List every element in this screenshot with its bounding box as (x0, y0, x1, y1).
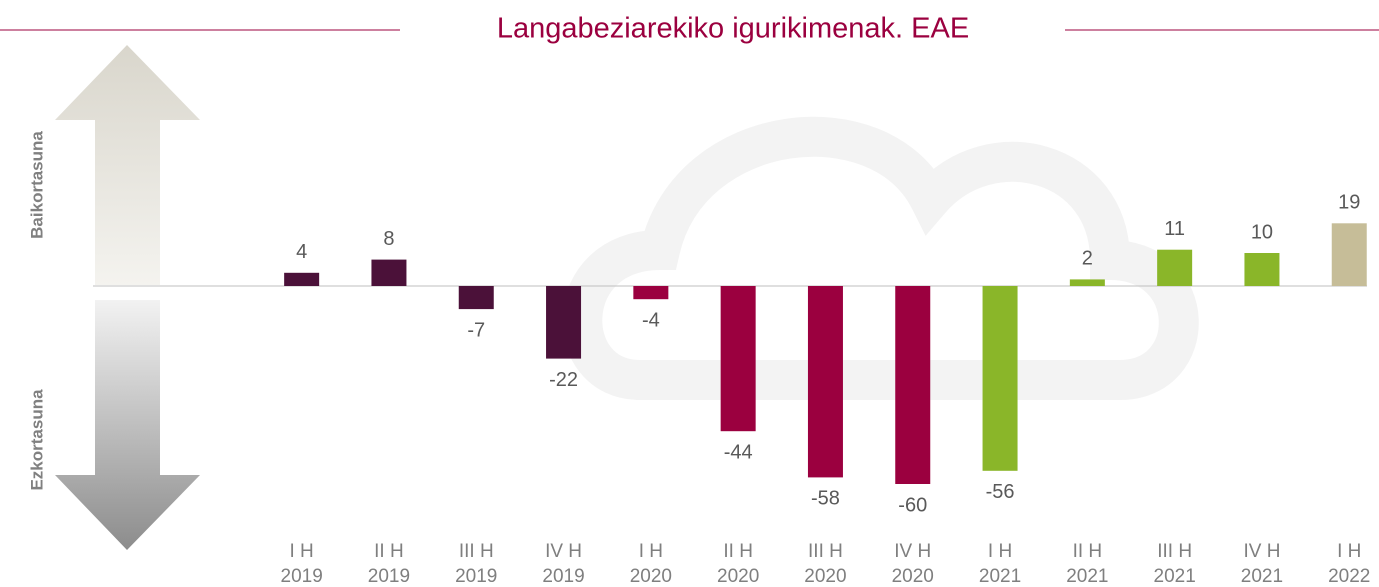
bar (982, 286, 1018, 471)
x-tick-label: 2020 (804, 566, 846, 587)
x-tick-label: I H (1337, 541, 1361, 562)
value-label: 4 (296, 241, 307, 263)
x-tick-label: II H (374, 541, 404, 562)
x-tick-label: III H (459, 541, 494, 562)
x-tick-label: III H (1157, 541, 1192, 562)
value-label: 11 (1164, 218, 1185, 240)
value-label: -7 (467, 319, 485, 341)
x-tick-label: III H (808, 541, 843, 562)
x-tick-label: 2021 (979, 566, 1021, 587)
value-label: -60 (898, 494, 927, 516)
x-tick-label: 2019 (368, 566, 410, 587)
bar (720, 286, 756, 432)
value-label: 19 (1338, 192, 1360, 214)
down-arrow (55, 300, 200, 550)
bar (895, 286, 931, 484)
x-tick-label: 2019 (542, 566, 584, 587)
bar (1157, 249, 1193, 286)
x-tick-label: IV H (894, 541, 931, 562)
value-label: -44 (724, 441, 753, 463)
value-label: -58 (811, 488, 840, 510)
x-tick-label: 2021 (1154, 566, 1196, 587)
x-tick-label: IV H (1243, 541, 1280, 562)
x-tick-label: 2020 (630, 566, 672, 587)
bar (546, 286, 582, 359)
value-label: -22 (549, 369, 578, 391)
bar (633, 286, 669, 300)
bar (371, 259, 407, 286)
x-tick-label: 2019 (281, 566, 323, 587)
chart-title: Langabeziarekiko igurikimenak. EAE (497, 13, 969, 45)
bar (1069, 279, 1105, 286)
bar (1331, 223, 1367, 286)
watermark (562, 116, 1199, 400)
x-tick-label: 2022 (1328, 566, 1370, 587)
x-tick-label: 2020 (717, 566, 759, 587)
value-label: 10 (1251, 221, 1273, 243)
value-label: -4 (642, 309, 660, 331)
x-tick-label: 2021 (1066, 566, 1108, 587)
up-arrow (55, 45, 200, 285)
x-tick-label: I H (988, 541, 1012, 562)
x-tick-label: I H (290, 541, 314, 562)
x-tick-label: 2021 (1241, 566, 1283, 587)
negative-label: Ezkortasuna (27, 389, 46, 491)
bar (284, 272, 320, 286)
positive-label: Baikortasuna (27, 131, 46, 239)
bar (458, 286, 494, 310)
value-label: 2 (1082, 248, 1093, 270)
value-label: 8 (383, 228, 394, 250)
x-tick-label: 2019 (455, 566, 497, 587)
bar (1244, 253, 1280, 286)
bar (807, 286, 843, 478)
x-tick-label: IV H (545, 541, 582, 562)
value-label: -56 (986, 481, 1015, 503)
x-tick-label: II H (1073, 541, 1103, 562)
x-tick-label: 2020 (892, 566, 934, 587)
x-tick-label: I H (639, 541, 663, 562)
x-tick-label: II H (723, 541, 753, 562)
